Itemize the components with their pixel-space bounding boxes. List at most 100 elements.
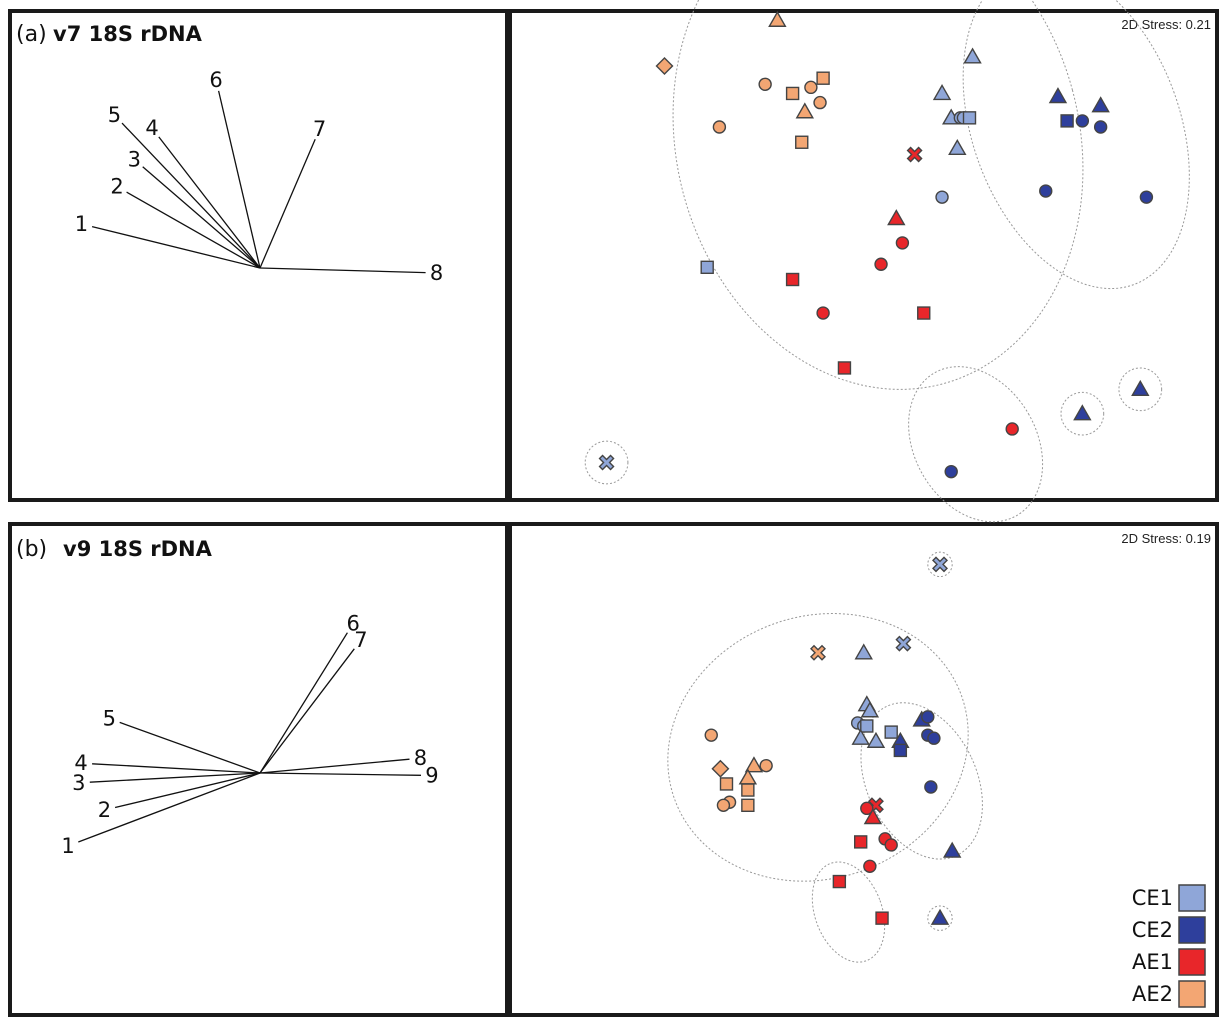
vector-label: 1 bbox=[75, 212, 88, 236]
panel-a-title: v7 18S rDNA bbox=[53, 22, 203, 46]
cluster-ellipse bbox=[1118, 367, 1163, 412]
data-point-square bbox=[785, 272, 800, 287]
data-point-square bbox=[884, 725, 898, 739]
data-point-square bbox=[719, 777, 734, 791]
cluster-ellipse bbox=[672, 0, 1084, 390]
data-point-cross bbox=[598, 454, 615, 471]
panel-a-tag: (a) bbox=[16, 22, 47, 47]
data-point-circle bbox=[813, 95, 827, 110]
data-point-square bbox=[962, 111, 977, 125]
vector-label: 3 bbox=[72, 771, 85, 795]
vector-line bbox=[114, 772, 261, 809]
data-point-diamond bbox=[711, 759, 730, 778]
data-point-square bbox=[860, 719, 874, 733]
panel-b-scatter bbox=[667, 551, 983, 963]
data-point-circle bbox=[1139, 190, 1154, 204]
vector-label: 5 bbox=[108, 103, 121, 127]
data-point-circle bbox=[927, 731, 941, 745]
data-point-triangle bbox=[942, 841, 962, 858]
vector-line bbox=[259, 772, 422, 776]
data-point-square bbox=[785, 86, 800, 101]
data-point-triangle bbox=[854, 643, 873, 660]
data-point-triangle bbox=[795, 102, 815, 119]
data-point-square bbox=[816, 71, 830, 85]
cluster-ellipse bbox=[811, 861, 886, 963]
data-point-circle bbox=[874, 257, 888, 271]
data-point-circle bbox=[759, 758, 773, 773]
legend-swatch bbox=[1178, 916, 1206, 944]
panel-b-stress: 2D Stress: 0.19 bbox=[1121, 531, 1211, 546]
vector-label: 7 bbox=[313, 117, 326, 141]
data-point-square bbox=[832, 874, 847, 889]
cluster-ellipse bbox=[908, 366, 1044, 523]
data-point-triangle bbox=[863, 808, 883, 825]
data-point-triangle bbox=[948, 138, 967, 156]
vector-line bbox=[92, 763, 261, 774]
vector-line bbox=[158, 136, 261, 269]
panel-a-vector-frame bbox=[8, 9, 509, 502]
vector-line bbox=[217, 90, 261, 269]
vector-label: 2 bbox=[98, 798, 111, 822]
data-point-diamond bbox=[655, 57, 674, 75]
vector-label: 3 bbox=[128, 148, 141, 172]
vector-line bbox=[78, 772, 261, 843]
vector-line bbox=[259, 267, 426, 274]
data-point-triangle bbox=[930, 908, 950, 925]
data-point-triangle bbox=[1073, 404, 1092, 421]
data-point-circle bbox=[716, 798, 731, 812]
data-point-square bbox=[917, 306, 931, 320]
vector-line bbox=[259, 138, 316, 269]
vector-line bbox=[121, 122, 261, 269]
data-point-triangle bbox=[860, 701, 880, 718]
legend-label: AE2 bbox=[1132, 982, 1173, 1006]
vector-line bbox=[259, 648, 355, 774]
vector-label: 1 bbox=[61, 834, 74, 858]
data-point-triangle bbox=[744, 756, 764, 773]
vector-line bbox=[142, 166, 261, 269]
data-point-triangle bbox=[851, 728, 870, 745]
vector-label: 7 bbox=[354, 628, 367, 652]
data-point-square bbox=[854, 835, 868, 849]
data-point-circle bbox=[712, 120, 727, 134]
vector-line bbox=[89, 772, 261, 783]
vector-label: 5 bbox=[103, 707, 116, 731]
legend-swatch bbox=[1178, 884, 1206, 912]
vector-line bbox=[91, 225, 261, 269]
cluster-ellipse bbox=[927, 905, 953, 931]
legend-swatch bbox=[1178, 980, 1206, 1008]
data-point-triangle bbox=[932, 84, 952, 101]
vector-line bbox=[119, 721, 261, 774]
data-point-triangle bbox=[1131, 379, 1150, 396]
data-point-square bbox=[893, 743, 908, 758]
data-point-circle bbox=[804, 80, 818, 95]
legend-label: CE2 bbox=[1132, 918, 1173, 942]
panel-a-scatter bbox=[584, 0, 1190, 523]
data-point-cross bbox=[810, 644, 826, 661]
vector-label: 4 bbox=[145, 116, 158, 140]
data-point-circle bbox=[944, 464, 958, 479]
data-point-triangle bbox=[963, 47, 982, 64]
vector-label: 8 bbox=[430, 261, 443, 285]
cluster-ellipse bbox=[584, 440, 629, 485]
data-point-circle bbox=[704, 728, 718, 742]
panel-a-ordination-frame bbox=[508, 9, 1219, 502]
cluster-ellipse bbox=[927, 551, 953, 578]
data-point-square bbox=[741, 798, 755, 812]
data-point-cross bbox=[895, 635, 912, 652]
vector-label: 6 bbox=[209, 68, 222, 92]
data-point-triangle bbox=[887, 209, 906, 226]
data-point-circle bbox=[1039, 184, 1053, 198]
vector-label: 8 bbox=[414, 746, 427, 770]
data-point-triangle bbox=[1091, 96, 1110, 113]
vector-line bbox=[259, 632, 348, 774]
data-point-triangle bbox=[768, 10, 787, 27]
data-point-circle bbox=[863, 859, 877, 873]
legend-swatch bbox=[1178, 948, 1206, 976]
data-point-circle bbox=[816, 306, 830, 320]
panel-b-vector-frame bbox=[8, 522, 509, 1017]
panel-b-title: v9 18S rDNA bbox=[63, 537, 213, 561]
panel-a-stress: 2D Stress: 0.21 bbox=[1121, 17, 1211, 32]
data-point-triangle bbox=[1048, 87, 1068, 104]
